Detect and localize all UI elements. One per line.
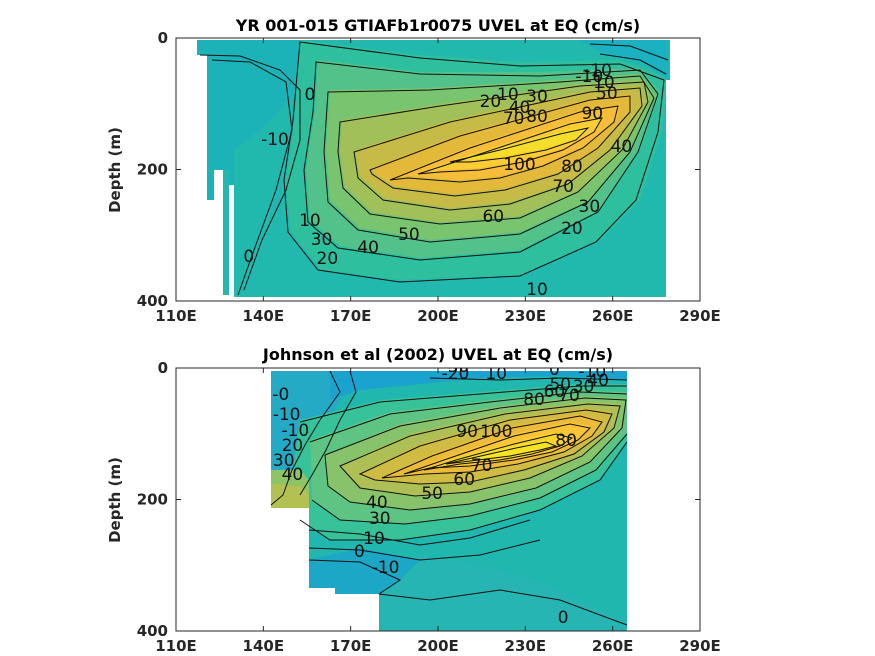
contour-label: -10	[261, 130, 289, 150]
contour-label: 70	[503, 109, 525, 129]
contour-label: 30	[273, 451, 295, 471]
x-ticks-bottom: 110E 140E 170E 200E 230E 260E 290E	[155, 368, 721, 655]
contour-label: 20	[480, 92, 502, 112]
contour-label: -10	[584, 61, 612, 81]
contour-label: 90	[456, 422, 478, 442]
contour-label: 90	[581, 104, 603, 124]
chart-title-top: YR 001-015 GTIAFb1r0075 UVEL at EQ (cm/s…	[235, 16, 640, 35]
contour-label: 50	[421, 484, 443, 504]
contour-label: 30	[579, 197, 601, 217]
contour-label: 0	[243, 247, 254, 267]
chart-title-bottom: Johnson et al (2002) UVEL at EQ (cm/s)	[262, 345, 613, 364]
x-tick-label: 140E	[243, 637, 285, 655]
x-tick-label: 200E	[417, 637, 459, 655]
y-tick-label: 200	[137, 161, 168, 179]
contour-label: -10	[372, 558, 400, 578]
contour-label: 60	[453, 470, 475, 490]
contour-label: 40	[611, 137, 633, 157]
x-tick-label: 230E	[505, 307, 547, 325]
contour-label: 100	[503, 155, 535, 175]
contour-label: 50	[549, 375, 571, 395]
x-tick-label: 110E	[155, 637, 197, 655]
y-tick-label: 0	[158, 29, 168, 47]
contour-label: 80	[526, 107, 548, 127]
contour-label: 0	[558, 608, 569, 628]
y-tick-label: 400	[137, 622, 168, 640]
x-tick-label: 140E	[243, 307, 285, 325]
contour-label: 70	[552, 177, 574, 197]
x-tick-label: 170E	[330, 637, 372, 655]
x-tick-label: 290E	[679, 637, 721, 655]
contour-label: 70	[471, 456, 493, 476]
contour-label: 40	[509, 98, 531, 118]
contour-label: 50	[398, 225, 420, 245]
contour-label: 10	[299, 211, 321, 231]
contour-label: 80	[561, 157, 583, 177]
contour-label: 20	[317, 249, 339, 269]
contour-label: 10	[485, 364, 507, 384]
x-tick-label: 290E	[679, 307, 721, 325]
contour-label: 70	[558, 386, 580, 406]
x-tick-label: 170E	[330, 307, 372, 325]
contour-label: 40	[587, 371, 609, 391]
contour-label: 20	[561, 219, 583, 239]
contour-label: 0	[549, 360, 560, 380]
panel-bottom: Johnson et al (2002) UVEL at EQ (cm/s)	[106, 345, 721, 655]
contour-label: 30	[369, 509, 391, 529]
contour-label: 0	[304, 85, 315, 105]
contour-label: 20	[282, 436, 304, 456]
contour-label: -10	[273, 405, 301, 425]
contour-label: 60	[482, 207, 504, 227]
contour-label: -10	[281, 421, 309, 441]
contour-label: 10	[497, 85, 519, 105]
x-tick-label: 260E	[592, 307, 634, 325]
panel-top: YR 001-015 GTIAFb1r0075 UVEL at EQ (cm/s…	[106, 16, 721, 325]
contour-label: 40	[282, 465, 304, 485]
y-tick-label: 200	[137, 491, 168, 509]
contour-labels-top: -1000103020405060102030708010040090-1020…	[243, 61, 633, 300]
contour-label: -10	[578, 362, 606, 382]
x-tick-label: 260E	[592, 637, 634, 655]
contour-label: 10	[593, 73, 615, 93]
contour-label: 40	[357, 238, 379, 258]
contour-label: 30	[526, 87, 548, 107]
contour-label: -20	[442, 364, 470, 384]
y-tick-label: 400	[137, 292, 168, 310]
contour-label: -10	[575, 67, 603, 87]
contour-label: 60	[544, 382, 566, 402]
contour-field-bottom: -30-20 10 0 -10-0-10-102030404030100-105060…	[176, 357, 700, 631]
x-ticks-top: 110E 140E 170E 200E 230E 260E 290E	[155, 38, 721, 325]
contour-label: 80	[555, 431, 577, 451]
contour-labels-bottom: -30-20 10 0 -10-0-10-102030404030100-105060…	[272, 357, 609, 628]
contour-label: 40	[366, 493, 388, 513]
contour-label: 10	[363, 529, 385, 549]
x-tick-label: 230E	[505, 637, 547, 655]
contour-label: 50	[596, 84, 618, 104]
x-tick-label: 110E	[155, 307, 197, 325]
y-axis-label-bottom: Depth (m)	[106, 457, 124, 543]
contour-label: 80	[523, 390, 545, 410]
y-tick-label: 0	[158, 359, 168, 377]
contour-label: -0	[272, 385, 289, 405]
contour-label: 100	[480, 422, 512, 442]
contour-label: 0	[354, 542, 365, 562]
contour-label: 10	[526, 280, 548, 300]
contour-label: 30	[311, 230, 333, 250]
x-tick-label: 200E	[417, 307, 459, 325]
contour-label: -30	[442, 357, 470, 377]
contour-label: 30	[573, 377, 595, 397]
contour-field-top: -1000103020405060102030708010040090-1020…	[176, 38, 700, 301]
y-axis-label-top: Depth (m)	[106, 127, 124, 213]
